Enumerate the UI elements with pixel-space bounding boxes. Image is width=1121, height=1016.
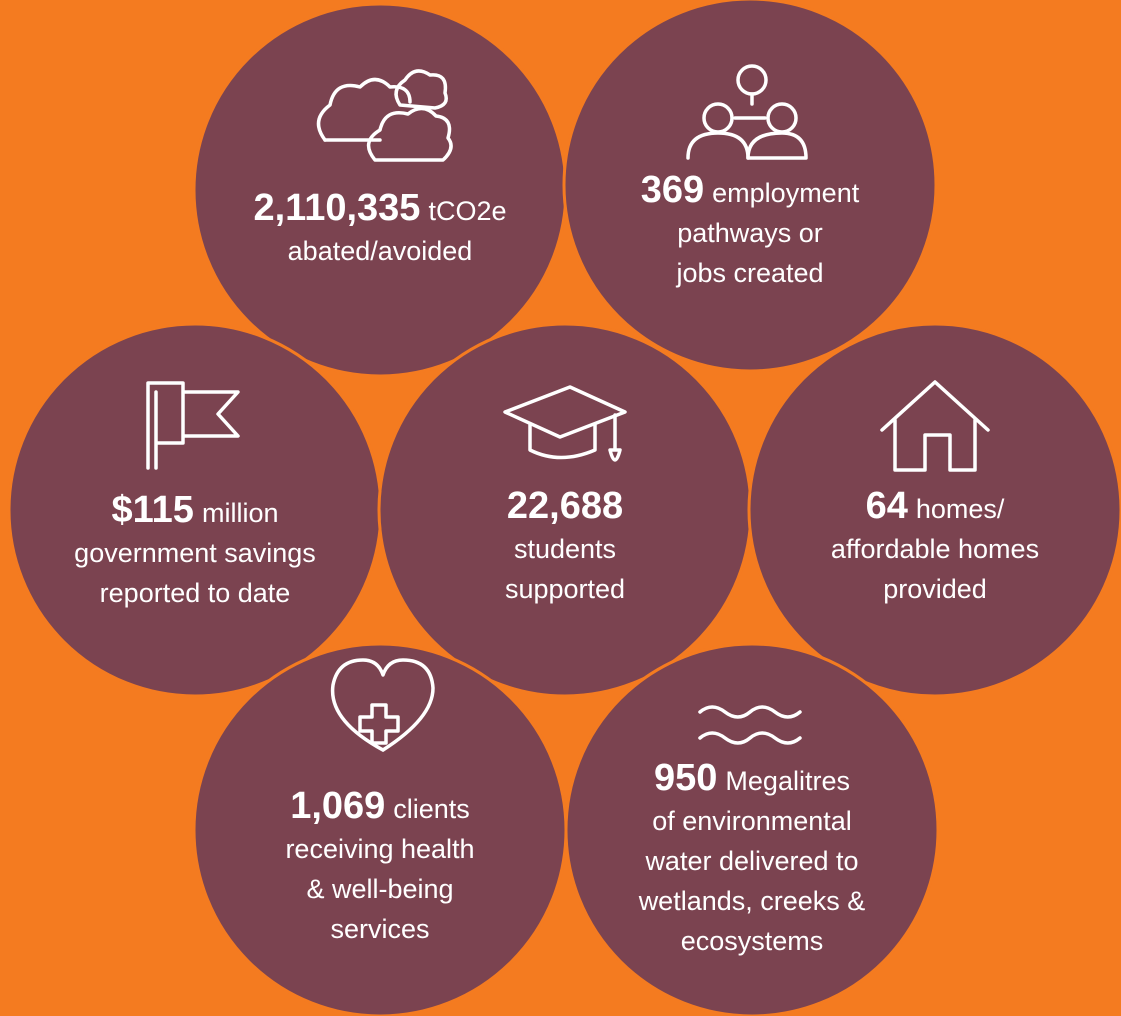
stat-figure: 369 [641, 169, 704, 211]
stat-headline: 950 Megalitres [654, 757, 850, 799]
clouds-icon [316, 69, 453, 162]
stat-headline: 64 homes/ [866, 485, 1005, 527]
stat-line: ecosystems [681, 926, 824, 956]
waves-icon [698, 705, 802, 745]
cap-icon [503, 385, 627, 462]
stat-line: & well-being [306, 874, 453, 904]
stat-headline: 369 employment [641, 169, 860, 211]
stat-headline: 2,110,335 tCO2e [253, 187, 506, 229]
stat-headline: 1,069 clients [290, 785, 470, 827]
stat-figure: $115 [112, 489, 194, 531]
stat-unit: employment [712, 178, 860, 208]
stat-line: water delivered to [644, 846, 858, 876]
stat-line: provided [883, 574, 987, 604]
stat-headline: $115 million [112, 489, 279, 531]
stat-line: supported [505, 574, 625, 604]
stat-unit: Megalitres [725, 766, 850, 796]
stat-line: pathways or [677, 218, 823, 248]
stat-circle [564, 642, 940, 1016]
house-icon [880, 380, 990, 472]
stat-figure: 1,069 [290, 785, 385, 827]
stat-unit: million [202, 498, 279, 528]
stat-unit: clients [393, 794, 470, 824]
stat-line: reported to date [100, 578, 291, 608]
stat-line: affordable homes [831, 534, 1039, 564]
stat-line: wetlands, creeks & [638, 886, 866, 916]
stat-headline: 22,688 [507, 485, 623, 527]
stat-line: students [514, 534, 616, 564]
stat-unit: homes/ [916, 494, 1005, 524]
stat-line: receiving health [285, 834, 474, 864]
stat-line: services [330, 914, 429, 944]
stat-line: of environmental [652, 806, 852, 836]
stat-circle [192, 642, 568, 1016]
stat-circle [562, 0, 938, 373]
flag-icon [146, 381, 240, 470]
people-icon [686, 64, 808, 160]
stat-line: abated/avoided [288, 236, 473, 266]
stat-line: jobs created [675, 258, 823, 288]
heart-cross-icon [330, 658, 435, 752]
stat-figure: 64 [866, 485, 908, 527]
stat-figure: 950 [654, 757, 717, 799]
stat-unit: tCO2e [428, 196, 506, 226]
stat-figure: 2,110,335 [253, 187, 420, 229]
stat-circle [7, 322, 383, 698]
icons [146, 64, 990, 752]
stat-figure: 22,688 [507, 485, 623, 527]
stat-line: government savings [74, 538, 316, 568]
stat-circle [747, 322, 1121, 698]
